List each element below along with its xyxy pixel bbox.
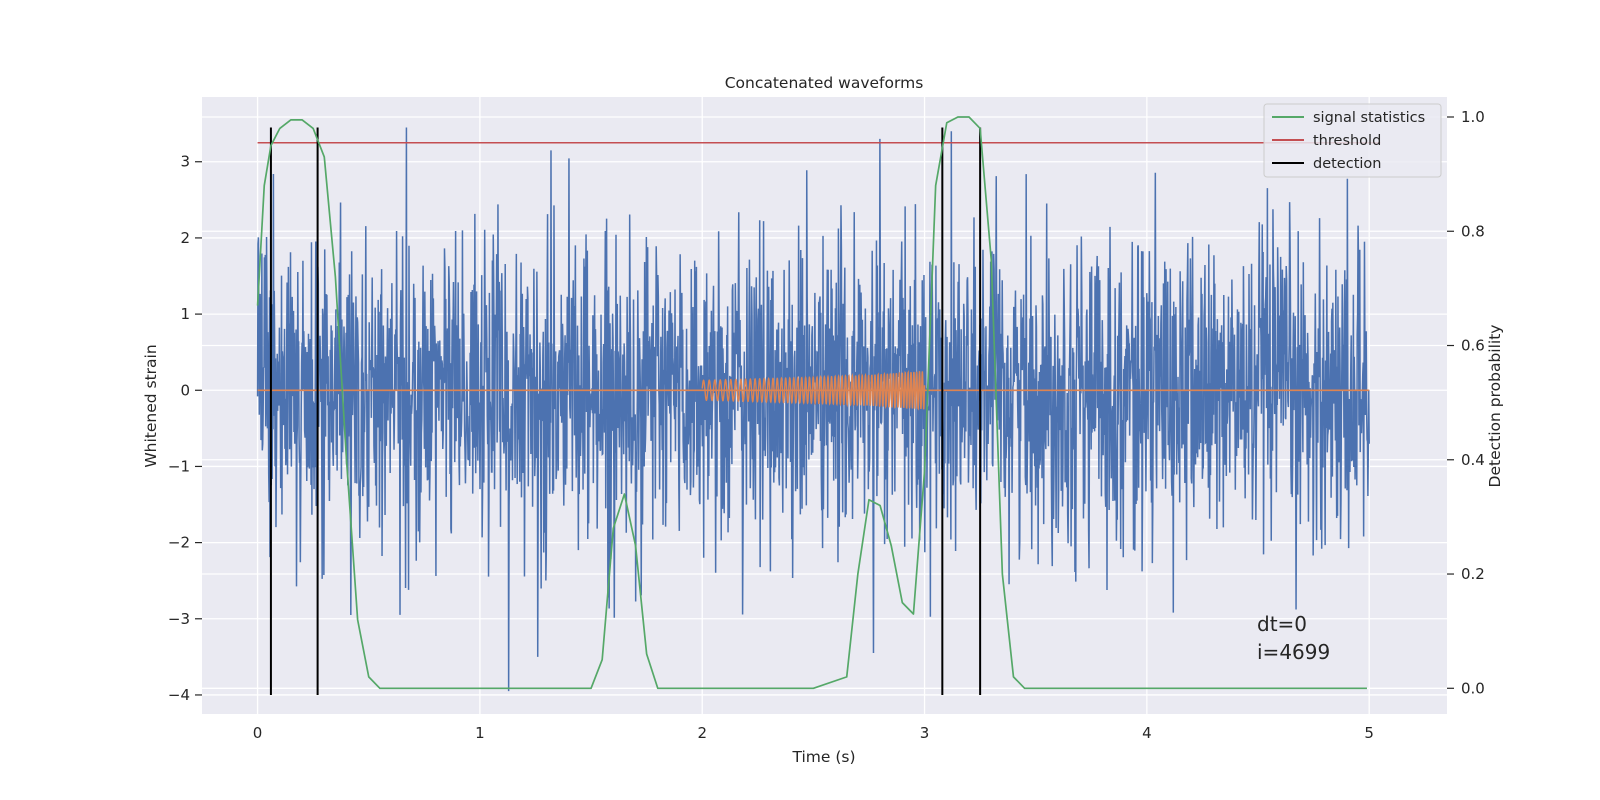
legend-label: detection xyxy=(1313,156,1381,172)
x-axis-label: Time (s) xyxy=(791,748,855,766)
y2-tick-label: 0.6 xyxy=(1461,337,1485,355)
annotation-iteration: i=4699 xyxy=(1257,640,1330,664)
gridlines xyxy=(202,97,1447,714)
y-axis-label: Whitened strain xyxy=(142,344,160,467)
detection-lines xyxy=(269,127,982,695)
y2-axis-label: Detection probability xyxy=(1486,325,1504,488)
x-tick-label: 1 xyxy=(475,724,485,742)
legend-box xyxy=(1263,103,1442,178)
x-tick-label: 4 xyxy=(1142,724,1152,742)
chart-title: Concatenated waveforms xyxy=(725,74,924,92)
annotation-dt: dt=0 xyxy=(1257,612,1307,636)
y2-tick-label: 1.0 xyxy=(1461,108,1485,126)
y-tick-label: −4 xyxy=(168,686,190,704)
x-tick-label: 0 xyxy=(253,724,263,742)
y2-tick-label: 0.0 xyxy=(1461,679,1485,697)
injected-signal-series xyxy=(257,369,1370,411)
x-tick-label: 3 xyxy=(920,724,930,742)
y-tick-label: 3 xyxy=(180,153,190,171)
y-tick-label: −1 xyxy=(168,457,190,475)
signal-statistics-line xyxy=(256,116,1367,690)
signal-statistics-series xyxy=(256,116,1367,690)
injected-signal-line xyxy=(701,369,926,411)
x-tick-label: 5 xyxy=(1364,724,1374,742)
legend-label: signal statistics xyxy=(1313,110,1425,126)
y-axis-left: −4 −3 −2 −1 0 1 2 3 xyxy=(168,153,202,704)
legend-label: threshold xyxy=(1313,133,1381,149)
x-tick-label: 2 xyxy=(697,724,707,742)
strain-line xyxy=(256,127,1370,692)
x-axis: 0 1 2 3 4 5 xyxy=(253,724,1374,742)
y2-tick-label: 0.8 xyxy=(1461,222,1485,240)
legend: signal statistics threshold detection xyxy=(1263,103,1442,178)
y-tick-label: −3 xyxy=(168,610,190,628)
y-tick-label: 1 xyxy=(180,305,190,323)
y-tick-label: 2 xyxy=(180,229,190,247)
y-axis-right: 0.0 0.2 0.4 0.6 0.8 1.0 xyxy=(1447,108,1485,697)
y-tick-label: 0 xyxy=(180,381,190,399)
strain-series xyxy=(256,127,1370,692)
y2-tick-label: 0.4 xyxy=(1461,451,1485,469)
y2-tick-label: 0.2 xyxy=(1461,565,1485,583)
y-tick-label: −2 xyxy=(168,534,190,552)
